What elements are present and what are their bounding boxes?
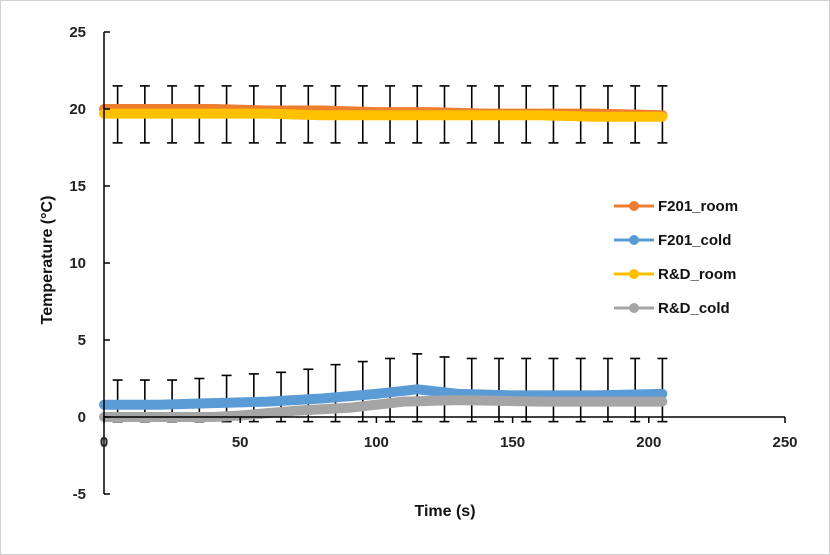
y-tick-label: 0 bbox=[78, 409, 86, 426]
series-lines bbox=[99, 104, 668, 422]
x-tick-label: 0 bbox=[100, 434, 108, 451]
legend-label: F201_room bbox=[658, 198, 738, 215]
y-tick-label: -5 bbox=[73, 486, 86, 503]
legend-item: R&D_room bbox=[614, 266, 736, 283]
series-line-1 bbox=[99, 384, 668, 410]
legend-label: R&D_cold bbox=[658, 300, 730, 317]
legend-label: F201_cold bbox=[658, 232, 731, 249]
y-tick-label: 15 bbox=[69, 178, 86, 195]
x-tick-label: 150 bbox=[500, 434, 525, 451]
series-line-2 bbox=[99, 108, 668, 122]
legend-label: R&D_room bbox=[658, 266, 736, 283]
x-tick-label: 50 bbox=[232, 434, 249, 451]
x-axis-title: Time (s) bbox=[414, 503, 475, 520]
legend-marker bbox=[629, 269, 639, 279]
legend-marker bbox=[629, 303, 639, 313]
legend-item: F201_room bbox=[614, 198, 738, 215]
error-bar-cold bbox=[548, 357, 559, 423]
x-tick-label: 200 bbox=[636, 434, 661, 451]
error-bar-cold bbox=[521, 357, 532, 423]
legend-item: R&D_cold bbox=[614, 300, 730, 317]
y-tick-label: 10 bbox=[69, 255, 86, 272]
y-axis-title: Temperature (°C) bbox=[39, 196, 56, 325]
y-tick-label: 20 bbox=[69, 101, 86, 118]
error-bar-cold bbox=[602, 357, 613, 423]
y-tick-label: 5 bbox=[78, 332, 86, 349]
legend: F201_room F201_cold R&D_room R&D_cold bbox=[614, 198, 738, 317]
error-bar-cold bbox=[575, 357, 586, 423]
error-bars bbox=[112, 85, 668, 423]
y-tick-label: 25 bbox=[69, 24, 86, 41]
legend-marker bbox=[629, 201, 639, 211]
axes bbox=[103, 31, 786, 495]
legend-item: F201_cold bbox=[614, 232, 731, 249]
x-tick-label: 250 bbox=[772, 434, 797, 451]
legend-marker bbox=[629, 235, 639, 245]
x-tick-label: 100 bbox=[364, 434, 389, 451]
